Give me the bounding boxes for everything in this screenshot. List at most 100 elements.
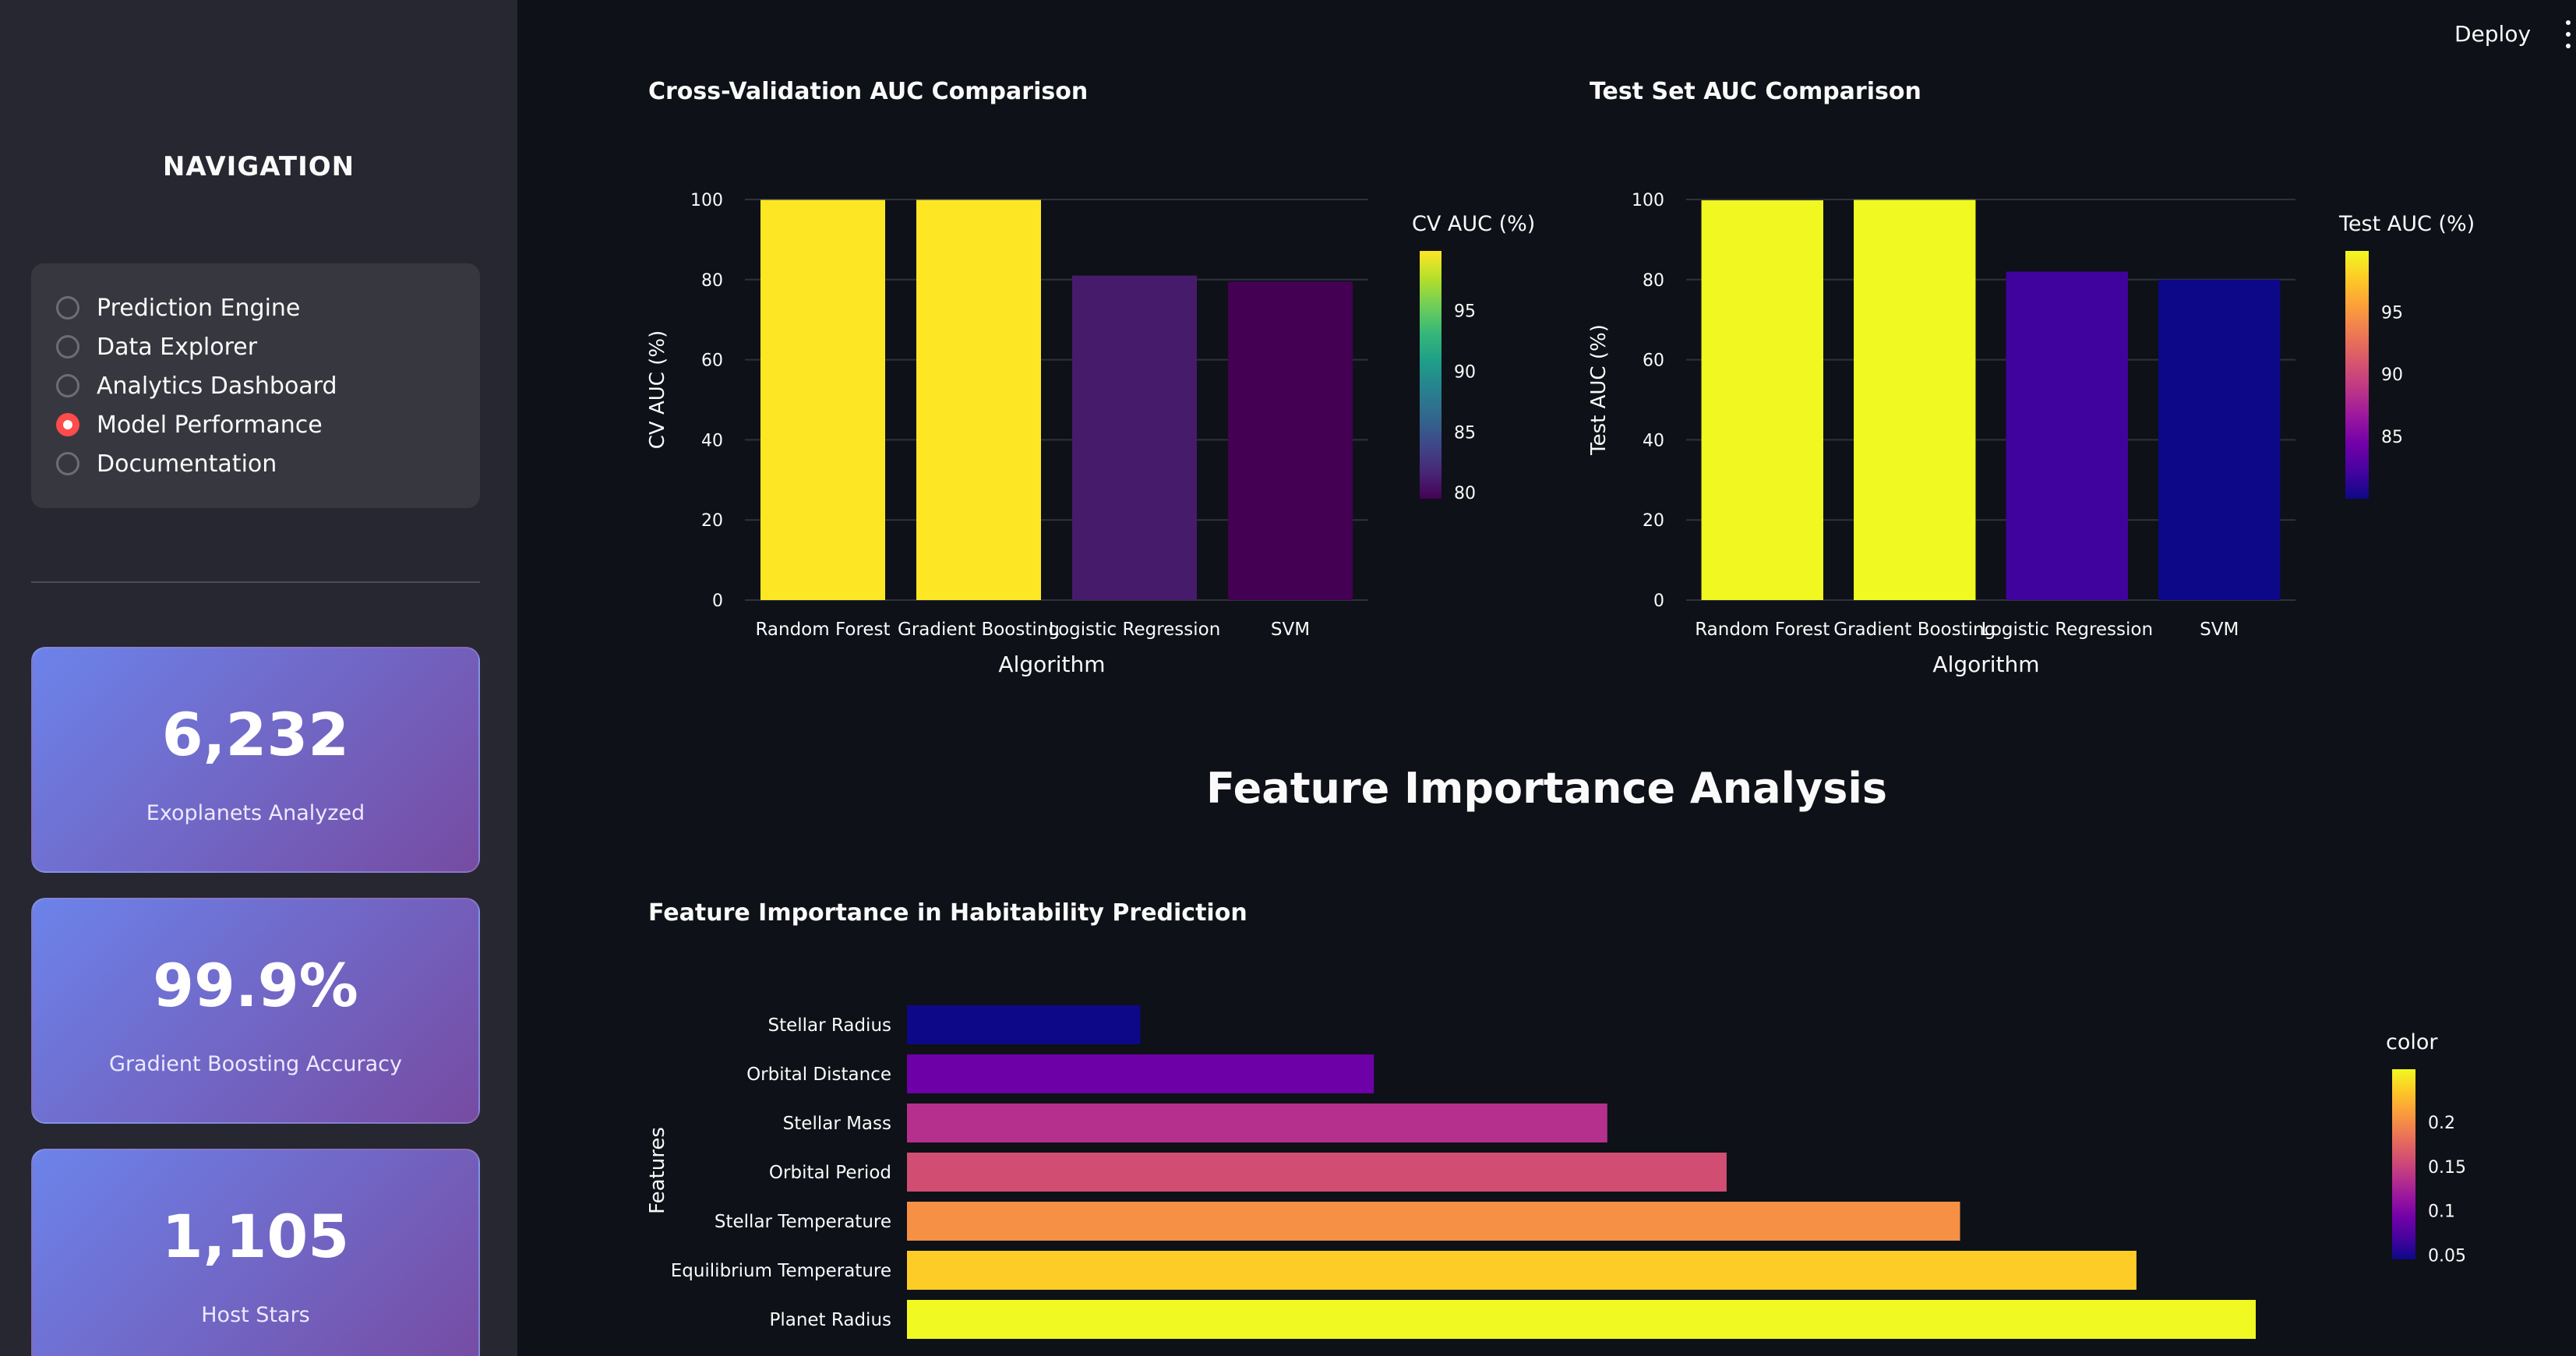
feature-colorbar-title: color (2386, 1030, 2438, 1054)
nav-item-analytics-dashboard[interactable]: Analytics Dashboard (56, 369, 337, 403)
cv-bar[interactable] (1228, 281, 1353, 600)
metric-value: 99.9% (153, 951, 358, 1020)
sidebar-divider (31, 581, 480, 583)
test-x-tick-label: Random Forest (1695, 620, 1830, 640)
test-colorbar-tick: 85 (2381, 428, 2403, 447)
radio-unselected-icon[interactable] (56, 452, 79, 475)
sidebar: NAVIGATION Prediction Engine Data Explor… (0, 0, 517, 1356)
feature-y-tick-label: Equilibrium Temperature (671, 1261, 891, 1281)
test-x-axis-label: Algorithm (1932, 652, 2039, 677)
cv-x-tick-label: Logistic Regression (1049, 620, 1221, 640)
test-y-tick-label: 100 (1632, 191, 1664, 210)
test-colorbar-title: Test AUC (%) (2338, 212, 2475, 236)
feature-colorbar-tick: 0.15 (2428, 1158, 2466, 1178)
metric-value: 6,232 (161, 700, 350, 769)
radio-selected-icon[interactable] (56, 413, 79, 436)
cv-bar[interactable] (760, 200, 885, 600)
radio-unselected-icon[interactable] (56, 296, 79, 320)
metric-card-accuracy: 99.9% Gradient Boosting Accuracy (31, 898, 480, 1124)
feature-bar[interactable] (907, 1153, 1727, 1192)
cv-bar[interactable] (916, 200, 1041, 600)
nav-item-data-explorer[interactable]: Data Explorer (56, 330, 257, 364)
cv-y-axis-label: CV AUC (%) (646, 330, 669, 449)
feature-bar[interactable] (907, 1300, 2256, 1339)
nav-radio-group: Prediction Engine Data Explorer Analytic… (31, 263, 480, 508)
feature-chart-title: Feature Importance in Habitability Predi… (648, 899, 1247, 927)
nav-item-label: Analytics Dashboard (97, 372, 337, 400)
feature-bar[interactable] (907, 1202, 1960, 1241)
feature-y-tick-label: Planet Radius (769, 1310, 891, 1330)
nav-item-label: Documentation (97, 450, 277, 478)
test-bar[interactable] (1701, 200, 1823, 600)
cv-y-tick-label: 60 (701, 351, 723, 371)
metric-label: Host Stars (201, 1303, 310, 1327)
deploy-button[interactable]: Deploy (2454, 20, 2532, 47)
cv-y-tick-label: 0 (712, 591, 723, 611)
feature-colorbar (2392, 1069, 2415, 1259)
feature-bar[interactable] (907, 1054, 1374, 1093)
feature-colorbar-tick: 0.05 (2428, 1246, 2466, 1266)
test-colorbar-tick: 95 (2381, 303, 2403, 323)
nav-title: NAVIGATION (162, 151, 355, 182)
nav-item-label: Prediction Engine (97, 294, 301, 322)
kebab-menu-icon[interactable] (2564, 20, 2573, 48)
radio-unselected-icon[interactable] (56, 335, 79, 358)
test-bar[interactable] (2006, 271, 2128, 600)
cv-colorbar-tick: 85 (1454, 423, 1476, 443)
feature-y-tick-label: Stellar Temperature (715, 1212, 891, 1232)
metric-label: Gradient Boosting Accuracy (109, 1052, 402, 1076)
metric-card-host-stars: 1,105 Host Stars (31, 1149, 480, 1356)
cv-colorbar-title: CV AUC (%) (1412, 212, 1535, 236)
test-bar[interactable] (1854, 200, 1976, 600)
nav-item-prediction-engine[interactable]: Prediction Engine (56, 291, 300, 325)
cv-colorbar-tick: 95 (1454, 302, 1476, 321)
feature-bar[interactable] (907, 1104, 1607, 1142)
test-x-tick-label: Gradient Boosting (1833, 620, 1996, 640)
test-y-tick-label: 0 (1653, 591, 1664, 611)
feature-colorbar-tick: 0.2 (2428, 1114, 2455, 1133)
cv-y-tick-label: 40 (701, 431, 723, 450)
metric-card-exoplanets: 6,232 Exoplanets Analyzed (31, 647, 480, 873)
cv-x-axis-label: Algorithm (998, 652, 1105, 677)
feature-bar[interactable] (907, 1005, 1141, 1044)
feature-colorbar-tick: 0.1 (2428, 1202, 2455, 1222)
cv-y-tick-label: 100 (690, 191, 723, 210)
cv-bar[interactable] (1072, 275, 1197, 600)
metric-value: 1,105 (161, 1202, 350, 1271)
test-bar[interactable] (2158, 279, 2281, 600)
feature-y-tick-label: Orbital Distance (746, 1065, 891, 1085)
test-y-tick-label: 20 (1643, 511, 1664, 531)
cv-colorbar-tick: 90 (1454, 362, 1476, 382)
test-y-tick-label: 80 (1643, 271, 1664, 291)
nav-item-label: Model Performance (97, 411, 323, 439)
metric-label: Exoplanets Analyzed (146, 801, 365, 825)
test-colorbar (2345, 251, 2369, 499)
cv-y-tick-label: 20 (701, 511, 723, 531)
feature-section-heading: Feature Importance Analysis (1205, 764, 1888, 813)
cv-chart-title: Cross-Validation AUC Comparison (648, 78, 1089, 105)
cv-x-tick-label: Gradient Boosting (898, 620, 1060, 640)
feature-y-tick-label: Stellar Radius (768, 1015, 891, 1036)
feature-y-tick-label: Orbital Period (769, 1163, 891, 1183)
cv-colorbar-tick: 80 (1454, 484, 1476, 503)
test-y-tick-label: 60 (1643, 351, 1664, 371)
feature-y-axis-label: Features (646, 1127, 669, 1214)
test-y-tick-label: 40 (1643, 431, 1664, 450)
cv-y-tick-label: 80 (701, 271, 723, 291)
test-colorbar-tick: 90 (2381, 365, 2403, 385)
nav-item-documentation[interactable]: Documentation (56, 447, 277, 481)
test-x-tick-label: Logistic Regression (1981, 620, 2153, 640)
feature-y-tick-label: Stellar Mass (783, 1114, 891, 1134)
nav-item-model-performance[interactable]: Model Performance (56, 408, 323, 442)
cv-x-tick-label: Random Forest (755, 620, 890, 640)
test-y-axis-label: Test AUC (%) (1587, 324, 1611, 456)
cv-x-tick-label: SVM (1271, 620, 1310, 640)
cv-colorbar (1420, 251, 1442, 499)
radio-unselected-icon[interactable] (56, 374, 79, 397)
nav-item-label: Data Explorer (97, 333, 258, 361)
test-x-tick-label: SVM (2200, 620, 2239, 640)
test-chart-title: Test Set AUC Comparison (1590, 78, 1921, 105)
feature-bar[interactable] (907, 1251, 2137, 1290)
